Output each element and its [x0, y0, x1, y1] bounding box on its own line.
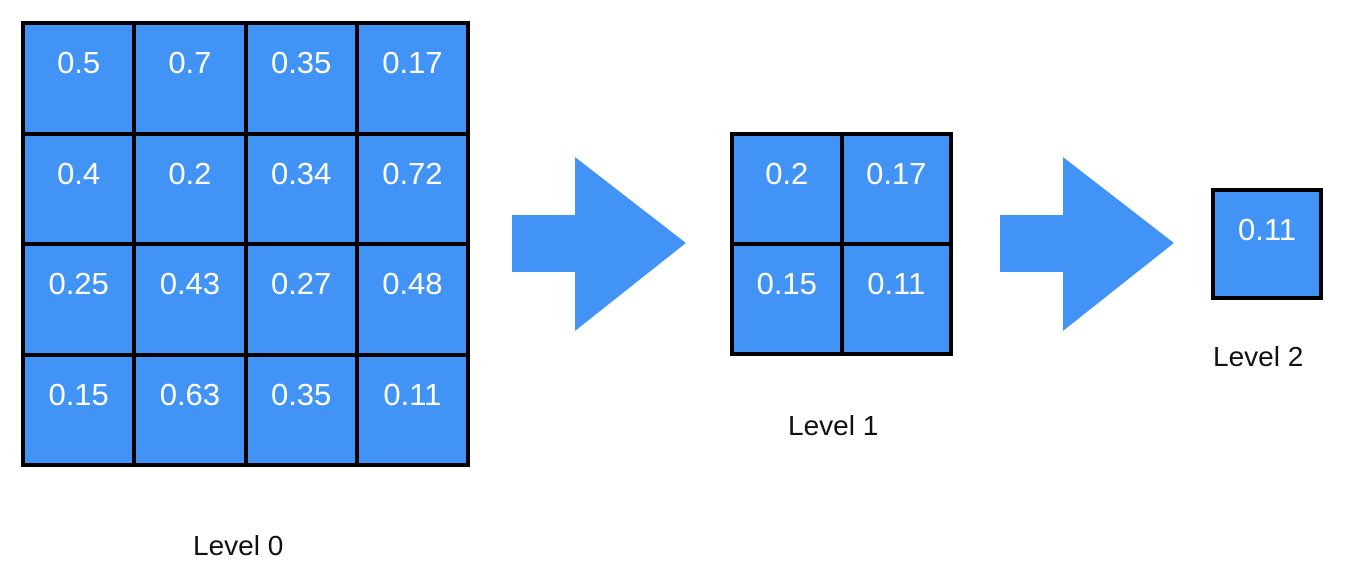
level-0-cell: 0.48 — [358, 246, 466, 353]
level-1-cell: 0.15 — [734, 246, 840, 352]
level-0-cell: 0.15 — [25, 356, 133, 463]
right-arrow-icon — [1000, 157, 1174, 331]
level-0-label: Level 0 — [193, 530, 284, 561]
level-0-cell: 0.27 — [247, 246, 355, 353]
level-0-cell: 0.35 — [247, 356, 355, 463]
level-2-cell: 0.11 — [1215, 192, 1319, 296]
level-0-grid: 0.5 0.7 0.35 0.17 0.4 0.2 0.34 0.72 0.25… — [21, 21, 470, 467]
level-0-cell: 0.35 — [247, 25, 355, 132]
level-0-cell: 0.72 — [358, 135, 466, 242]
level-0-cell: 0.34 — [247, 135, 355, 242]
right-arrow-icon — [512, 157, 686, 331]
level-0-cell: 0.25 — [25, 246, 133, 353]
level-0-cell: 0.2 — [136, 135, 244, 242]
level-0-cell: 0.7 — [136, 25, 244, 132]
level-1-cell: 0.2 — [734, 136, 840, 242]
level-2-grid: 0.11 — [1211, 188, 1323, 300]
level-0-cell: 0.63 — [136, 356, 244, 463]
level-0-cell: 0.11 — [358, 356, 466, 463]
level-1-label: Level 1 — [788, 410, 879, 441]
level-0-cell: 0.17 — [358, 25, 466, 132]
level-0-cell: 0.4 — [25, 135, 133, 242]
level-0-cell: 0.5 — [25, 25, 133, 132]
level-2-label: Level 2 — [1213, 341, 1304, 372]
level-0-cell: 0.43 — [136, 246, 244, 353]
level-1-grid: 0.2 0.17 0.15 0.11 — [730, 132, 953, 356]
level-1-cell: 0.17 — [843, 136, 949, 242]
level-1-cell: 0.11 — [843, 246, 949, 352]
